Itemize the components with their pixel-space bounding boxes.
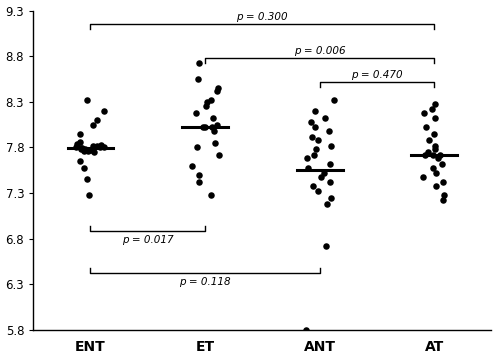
Point bbox=[431, 116, 439, 121]
Point bbox=[436, 152, 444, 158]
Point bbox=[322, 243, 330, 249]
Point bbox=[215, 152, 223, 158]
Point bbox=[195, 179, 203, 185]
Text: p = 0.300: p = 0.300 bbox=[237, 13, 288, 22]
Point bbox=[321, 116, 329, 121]
Point bbox=[97, 142, 105, 148]
Point bbox=[188, 163, 196, 168]
Point bbox=[429, 165, 437, 170]
Text: p = 0.470: p = 0.470 bbox=[351, 70, 403, 80]
Point bbox=[89, 122, 97, 127]
Point bbox=[83, 97, 91, 103]
Point bbox=[93, 143, 101, 149]
Point bbox=[429, 152, 437, 158]
Text: p = 0.017: p = 0.017 bbox=[122, 235, 173, 245]
Point bbox=[83, 176, 90, 181]
Point bbox=[195, 60, 203, 66]
Point bbox=[90, 149, 98, 155]
Point bbox=[314, 188, 322, 194]
Point bbox=[192, 110, 200, 116]
Point bbox=[100, 108, 108, 114]
Point bbox=[309, 183, 317, 189]
Point bbox=[430, 131, 438, 137]
Point bbox=[424, 149, 432, 155]
Point bbox=[327, 143, 335, 149]
Point bbox=[320, 170, 328, 176]
Point bbox=[77, 147, 85, 152]
Point bbox=[193, 76, 201, 82]
Point bbox=[311, 108, 319, 114]
Point bbox=[323, 201, 331, 207]
Point bbox=[76, 139, 84, 145]
Point bbox=[434, 156, 442, 161]
Point bbox=[214, 85, 222, 91]
Point bbox=[302, 327, 310, 333]
Point bbox=[431, 101, 439, 107]
Point bbox=[201, 125, 209, 130]
Text: p = 0.118: p = 0.118 bbox=[179, 277, 231, 287]
Point bbox=[81, 148, 88, 154]
Point bbox=[439, 179, 447, 185]
Point bbox=[307, 119, 315, 125]
Point bbox=[327, 195, 335, 201]
Point bbox=[438, 161, 446, 167]
Point bbox=[76, 131, 84, 137]
Point bbox=[419, 174, 427, 180]
Point bbox=[202, 104, 210, 109]
Point bbox=[87, 147, 95, 153]
Point bbox=[420, 110, 428, 116]
Text: p = 0.006: p = 0.006 bbox=[294, 46, 345, 56]
Point bbox=[422, 125, 430, 130]
Point bbox=[76, 158, 83, 164]
Point bbox=[439, 198, 447, 203]
Point bbox=[317, 174, 325, 180]
Point bbox=[432, 183, 440, 189]
Point bbox=[421, 152, 429, 158]
Point bbox=[311, 125, 319, 130]
Point bbox=[424, 137, 432, 143]
Point bbox=[304, 165, 312, 170]
Point bbox=[81, 165, 88, 170]
Point bbox=[77, 145, 85, 151]
Point bbox=[304, 156, 312, 161]
Point bbox=[81, 147, 88, 152]
Point bbox=[431, 143, 439, 149]
Point bbox=[213, 88, 221, 94]
Point bbox=[440, 192, 448, 198]
Point bbox=[207, 97, 215, 103]
Point bbox=[78, 145, 86, 151]
Point bbox=[211, 140, 219, 146]
Point bbox=[330, 97, 338, 103]
Point bbox=[195, 172, 203, 178]
Point bbox=[96, 145, 104, 150]
Point bbox=[89, 143, 97, 149]
Point bbox=[431, 147, 439, 152]
Point bbox=[428, 106, 436, 112]
Point bbox=[193, 145, 201, 150]
Point bbox=[199, 125, 207, 130]
Point bbox=[308, 134, 316, 139]
Point bbox=[208, 125, 216, 130]
Point bbox=[100, 145, 108, 150]
Point bbox=[210, 128, 218, 134]
Point bbox=[84, 148, 92, 154]
Point bbox=[93, 117, 101, 123]
Point bbox=[203, 99, 211, 105]
Point bbox=[213, 122, 221, 127]
Point bbox=[74, 141, 82, 147]
Point bbox=[325, 128, 333, 134]
Point bbox=[326, 161, 333, 167]
Point bbox=[209, 116, 217, 121]
Point bbox=[432, 170, 440, 176]
Point bbox=[207, 192, 215, 198]
Point bbox=[326, 179, 334, 185]
Point bbox=[315, 137, 323, 143]
Point bbox=[72, 144, 80, 149]
Point bbox=[311, 152, 319, 158]
Point bbox=[313, 147, 321, 152]
Point bbox=[85, 192, 93, 198]
